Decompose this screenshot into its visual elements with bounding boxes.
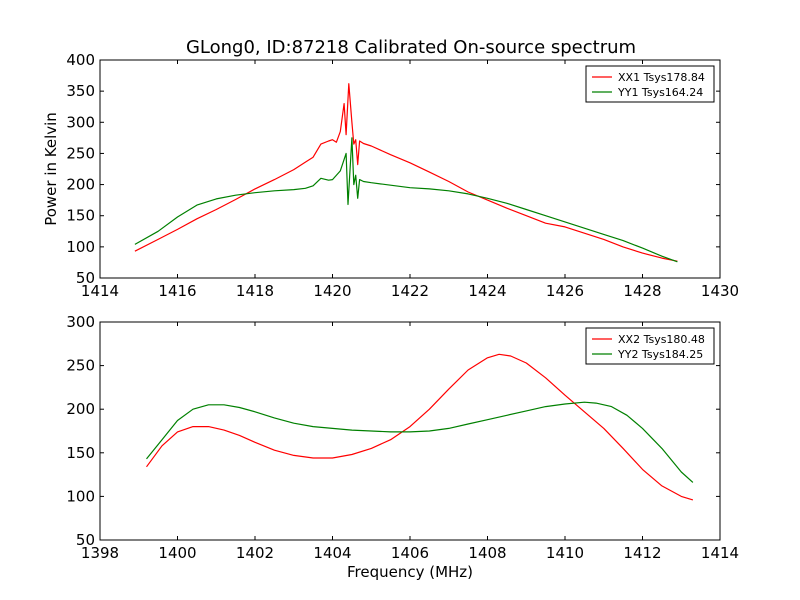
x-tick-label: 1408 bbox=[468, 544, 506, 562]
x-axis-label: Frequency (MHz) bbox=[347, 563, 473, 581]
y-tick-label: 400 bbox=[66, 51, 95, 69]
x-tick-label: 1404 bbox=[313, 544, 351, 562]
x-tick-label: 1426 bbox=[546, 282, 584, 300]
y-tick-label: 50 bbox=[76, 531, 95, 549]
legend-label: YY2 Tsys184.25 bbox=[617, 348, 703, 361]
x-tick-label: 1406 bbox=[391, 544, 429, 562]
x-tick-label: 1422 bbox=[391, 282, 429, 300]
bottom-plot: 1398 1400 1402 1404 1406 1408 1410 1412 1414 50 10… bbox=[66, 313, 739, 581]
x-tick-label: 1398 bbox=[81, 544, 119, 562]
x-tick-label: 1410 bbox=[546, 544, 584, 562]
x-tick-label: 1430 bbox=[701, 282, 739, 300]
y-tick-label: 50 bbox=[76, 269, 95, 287]
x-tick-label: 1414 bbox=[701, 544, 739, 562]
x-tick-label: 1420 bbox=[313, 282, 351, 300]
y-tick-label: 300 bbox=[66, 113, 95, 131]
x-tick-label: 1424 bbox=[468, 282, 506, 300]
y-tick-label: 250 bbox=[66, 357, 95, 375]
y-tick-label: 200 bbox=[66, 176, 95, 194]
x-tick-label: 1416 bbox=[158, 282, 196, 300]
y-tick-label: 200 bbox=[66, 400, 95, 418]
series-line-xx2 bbox=[146, 353, 694, 501]
y-tick-label: 250 bbox=[66, 144, 95, 162]
legend: XX1 Tsys178.84 YY1 Tsys164.24 bbox=[585, 65, 715, 103]
x-tick-label: 1428 bbox=[623, 282, 661, 300]
legend-box bbox=[585, 65, 715, 103]
legend: XX2 Tsys180.48 YY2 Tsys184.25 bbox=[585, 327, 715, 365]
x-tick-label: 1418 bbox=[236, 282, 274, 300]
y-tick-label: 150 bbox=[66, 207, 95, 225]
y-tick-label: 350 bbox=[66, 82, 95, 100]
x-tick-label: 1402 bbox=[236, 544, 274, 562]
top-plot: 1414 1416 1418 1420 1422 1424 1426 1428 1430 50 10… bbox=[42, 51, 739, 300]
x-tick-label: 1412 bbox=[623, 544, 661, 562]
legend-label: YY1 Tsys164.24 bbox=[617, 86, 703, 99]
x-tick-label: 1400 bbox=[158, 544, 196, 562]
legend-box bbox=[585, 327, 715, 365]
legend-label: XX2 Tsys180.48 bbox=[618, 333, 705, 346]
y-tick-label: 300 bbox=[66, 313, 95, 331]
y-tick-label: 100 bbox=[66, 238, 95, 256]
legend-label: XX1 Tsys178.84 bbox=[618, 71, 705, 84]
y-axis-label: Power in Kelvin bbox=[42, 112, 60, 226]
series-line-yy2 bbox=[146, 401, 694, 483]
x-tick-label: 1414 bbox=[81, 282, 119, 300]
y-tick-label: 150 bbox=[66, 444, 95, 462]
series-line-xx1 bbox=[134, 83, 678, 262]
series-line-yy1 bbox=[134, 137, 678, 263]
chart-title: GLong0, ID:87218 Calibrated On-source sp… bbox=[186, 37, 636, 58]
y-tick-label: 100 bbox=[66, 487, 95, 505]
